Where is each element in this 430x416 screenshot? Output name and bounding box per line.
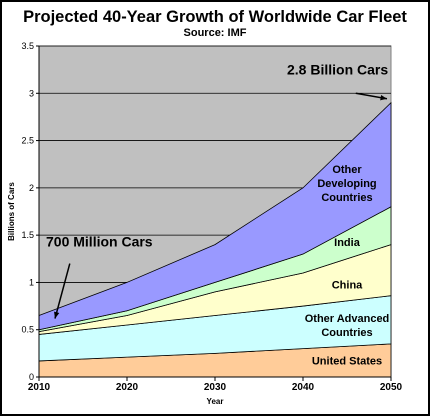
x-tick-label: 2050 bbox=[380, 382, 403, 393]
annotation-end-arrow-head bbox=[380, 94, 387, 101]
chart-subtitle: Source: IMF bbox=[183, 27, 247, 39]
series-label-1: Other Advanced Countries bbox=[305, 313, 390, 339]
y-tick-label: 2 bbox=[29, 183, 34, 193]
x-axis-label: Year bbox=[207, 397, 224, 406]
y-tick-label: 1.5 bbox=[21, 230, 34, 240]
annotation-start-arrow bbox=[54, 263, 71, 319]
x-tick-label: 2010 bbox=[28, 382, 51, 393]
y-tick-label: 2.5 bbox=[21, 136, 34, 146]
y-tick-label: 3 bbox=[29, 88, 34, 98]
chart-title: Projected 40-Year Growth of Worldwide Ca… bbox=[23, 8, 407, 26]
annotation-end: 2.8 Billion Cars bbox=[287, 61, 388, 77]
series-label-3: India bbox=[334, 237, 361, 249]
series-label-0: United States bbox=[312, 355, 382, 367]
area-series-4 bbox=[38, 101, 392, 331]
x-tick-label: 2030 bbox=[204, 382, 227, 393]
y-tick-label: 0.5 bbox=[21, 325, 34, 335]
y-tick-label: 1 bbox=[29, 277, 34, 287]
y-axis-label: Billions of Cars bbox=[7, 182, 16, 241]
y-tick-label: 0 bbox=[29, 372, 34, 382]
series-label-2: China bbox=[332, 279, 363, 291]
series-label-4: Other Developing Countries bbox=[317, 164, 376, 204]
annotation-start: 700 Million Cars bbox=[46, 233, 153, 249]
y-tick-label: 3.5 bbox=[21, 41, 34, 51]
x-tick-label: 2040 bbox=[292, 382, 315, 393]
x-tick-label: 2020 bbox=[116, 382, 139, 393]
annotation-start-arrow-head bbox=[54, 311, 60, 319]
